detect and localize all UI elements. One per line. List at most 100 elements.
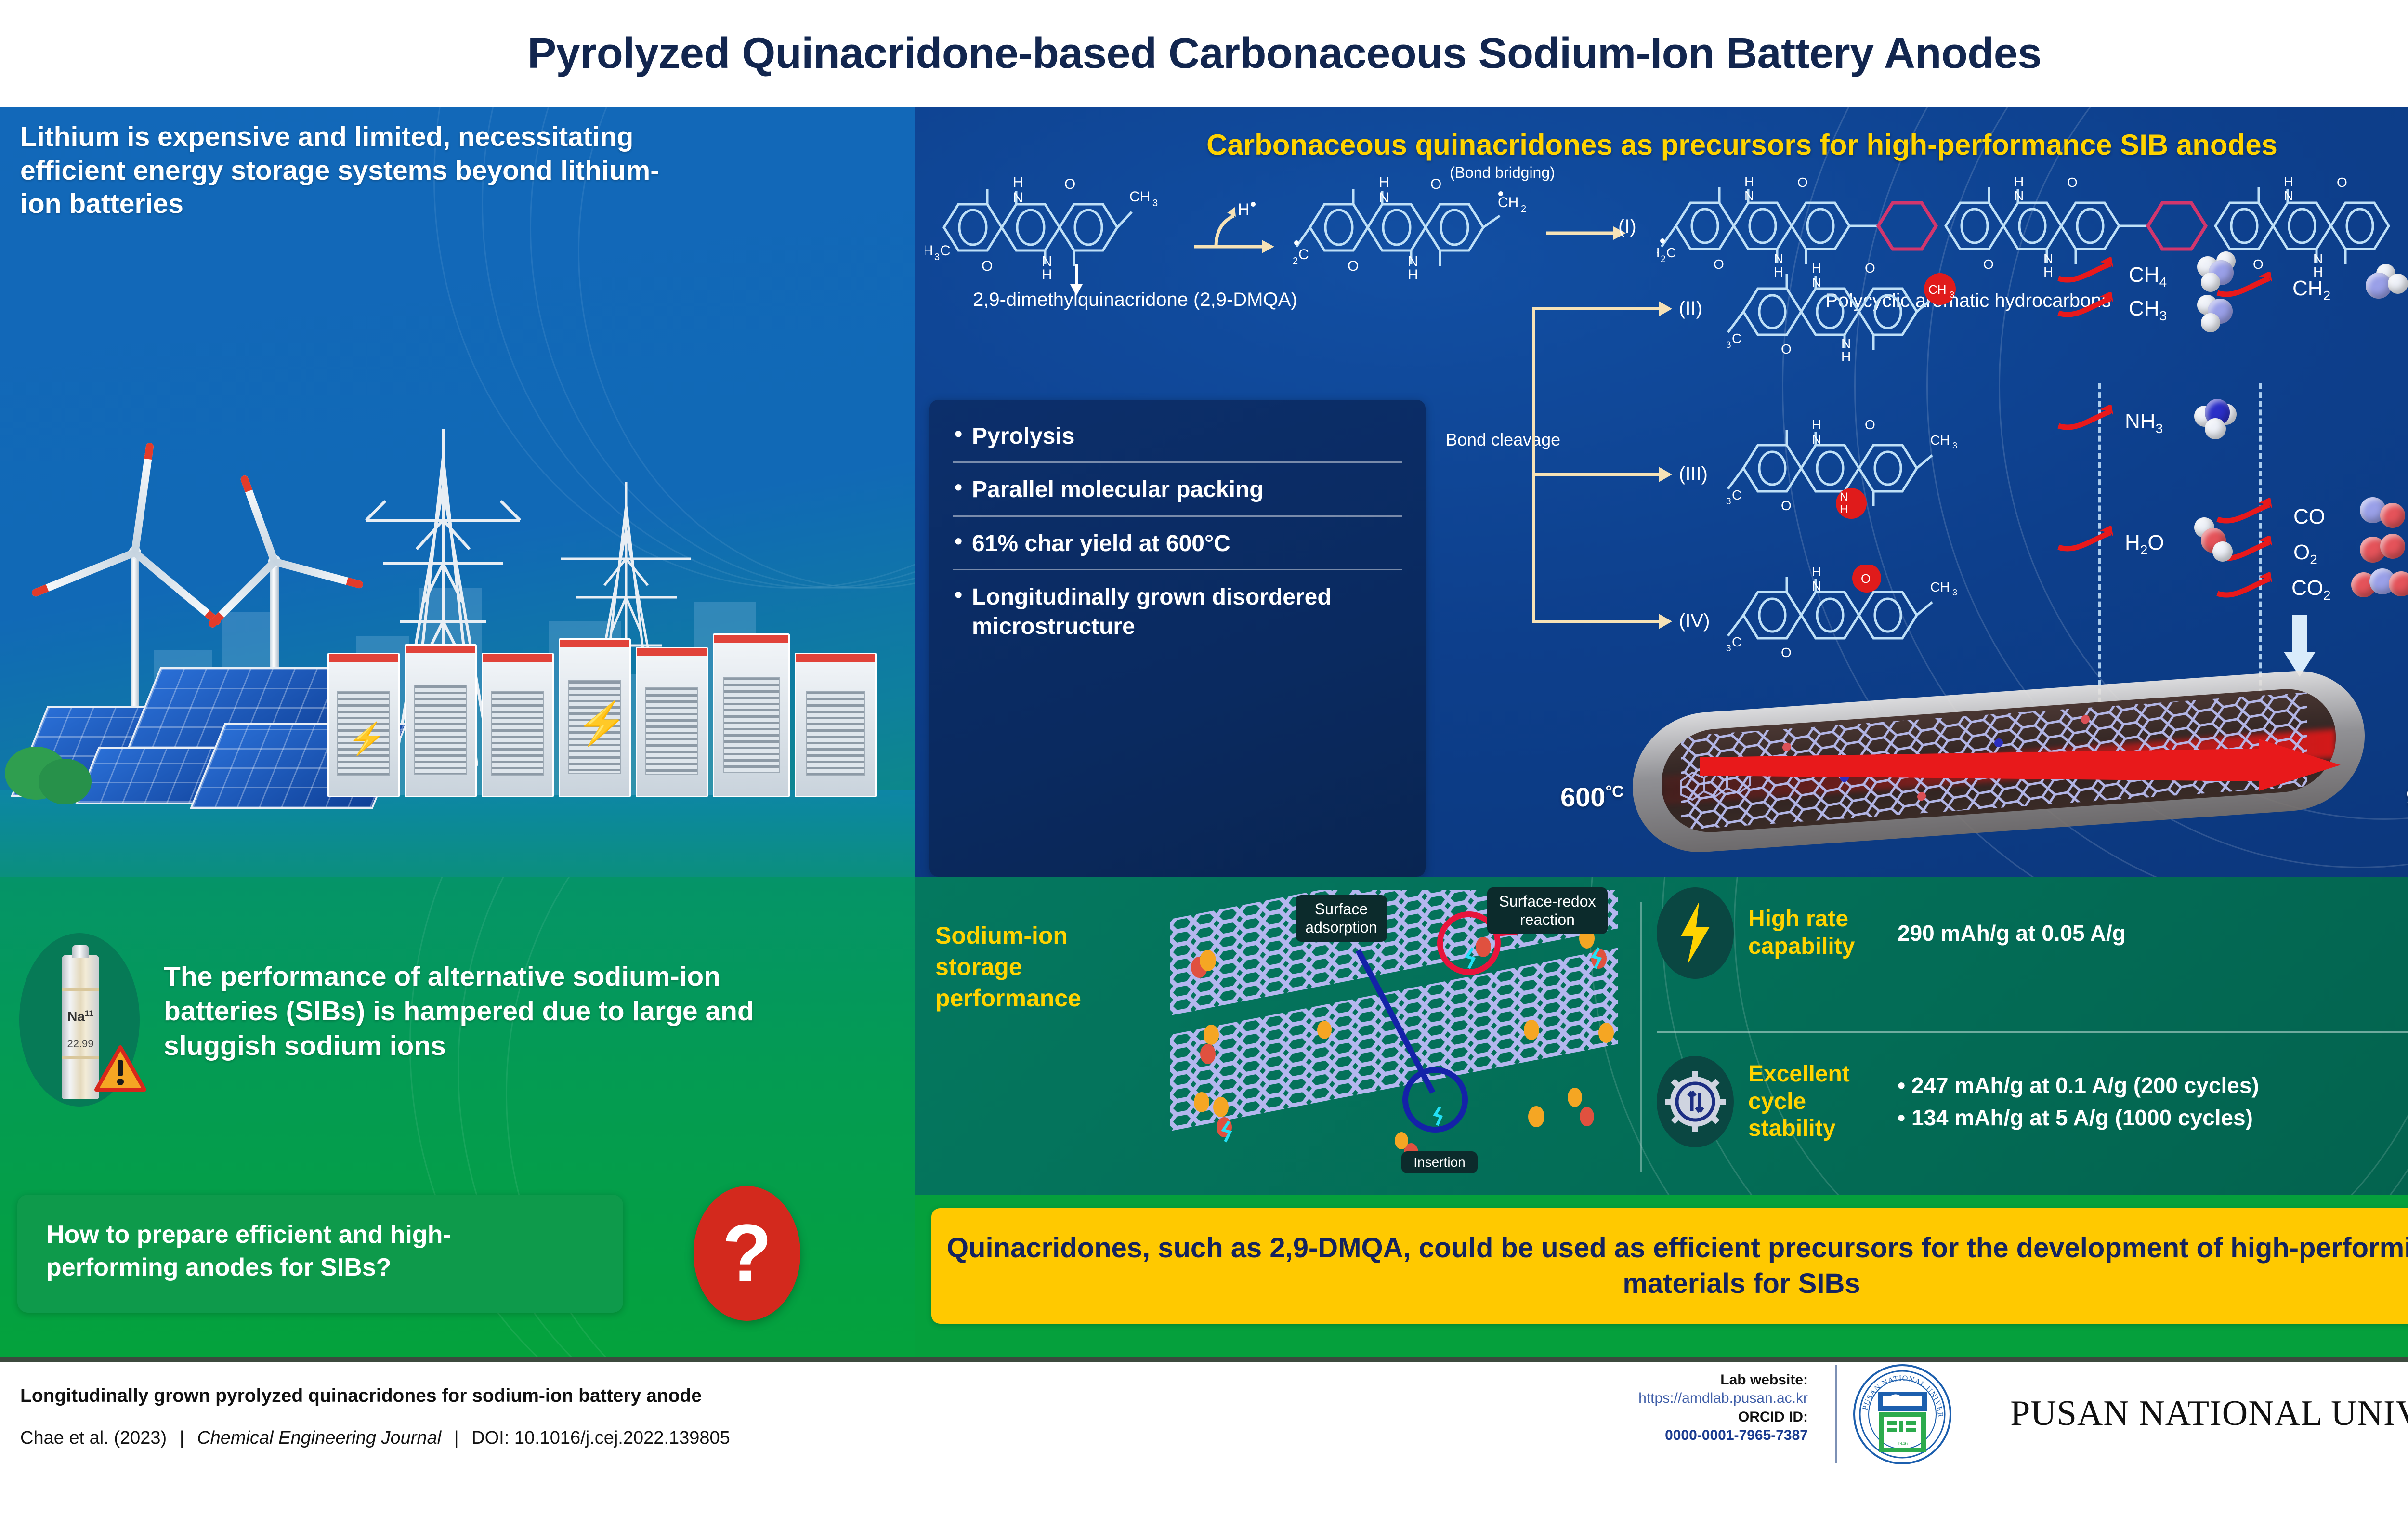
orcid-id-link[interactable]: 0000-0001-7965-7387 <box>1665 1427 1808 1444</box>
bullet-item: Pyrolysis <box>953 420 1402 451</box>
right-column: Carbonaceous quinacridones as precursors… <box>915 107 2408 1357</box>
molecule-model-co <box>2360 497 2408 532</box>
gas-label-co: CO <box>2293 505 2325 528</box>
battery-unit <box>795 653 877 797</box>
crest-year: 1946 <box>1897 1441 1908 1447</box>
svg-text:3: 3 <box>1952 588 1957 597</box>
gas-label-ch4: CH4 <box>2129 263 2167 290</box>
conclusion-banner: Quinacridones, such as 2,9-DMQA, could b… <box>931 1208 2408 1324</box>
lead-statement: Lithium is expensive and limited, necess… <box>20 121 660 220</box>
pah-label: Polycyclic aromatic hydrocarbons <box>1825 290 2111 311</box>
svg-text:N: N <box>1042 253 1052 269</box>
svg-text:3: 3 <box>1726 340 1731 350</box>
molecule-model-o2 <box>2360 534 2408 568</box>
molecule-model-h2o <box>2194 517 2240 563</box>
svg-text:3: 3 <box>1726 497 1731 507</box>
svg-text:O: O <box>2337 175 2347 190</box>
svg-text:3: 3 <box>1726 644 1731 654</box>
molecule-fragment-ii: HN OO NH H3C CH 3 <box>1724 261 1956 362</box>
conclusion-text: Quinacridones, such as 2,9-DMQA, could b… <box>946 1232 2408 1299</box>
lightning-bolt-icon <box>1657 887 1734 979</box>
branch-arrowhead <box>1659 614 1672 629</box>
svg-text:N: N <box>1774 251 1783 266</box>
stage-divider-2 <box>2259 383 2262 721</box>
svg-text:O: O <box>1983 257 1994 272</box>
svg-text:H: H <box>2043 264 2053 279</box>
shrub-decoration <box>39 759 92 804</box>
svg-text:CH: CH <box>1928 282 1947 297</box>
svg-text:CH: CH <box>1129 189 1150 205</box>
svg-text:H: H <box>1408 267 1418 280</box>
gas-label-o2: O2 <box>2293 540 2317 567</box>
bullet-item: Parallel molecular packing <box>953 474 1402 504</box>
lab-website-link[interactable]: https://amdlab.pusan.ac.kr <box>1638 1390 1808 1407</box>
down-arrow-icon <box>1070 264 1083 296</box>
battery-storage-bank: ⚡ ⚡ <box>327 590 881 797</box>
branch-line <box>1532 620 1659 623</box>
branch-line <box>1532 473 1659 476</box>
svg-text:3: 3 <box>1152 198 1158 209</box>
metric-title-cycle: Excellent cycle stability <box>1748 1061 1850 1142</box>
svg-text:N: N <box>2043 251 2053 266</box>
svg-text:O: O <box>1797 175 1808 190</box>
left-top-blue-panel: Lithium is expensive and limited, necess… <box>0 107 915 877</box>
svg-text:H: H <box>1724 487 1725 502</box>
metric-value-rate: 290 mAh/g at 0.05 A/g <box>1898 920 2126 946</box>
svg-text:O: O <box>982 258 993 274</box>
reaction-scheme: H N O O N H CH 3 H 3 C <box>915 164 2408 343</box>
na-symbol: Na11 <box>67 1009 93 1024</box>
svg-text:H: H <box>1724 634 1725 649</box>
bullet-divider <box>953 515 1402 517</box>
molecule-model-co2 <box>2351 568 2408 603</box>
svg-text:2: 2 <box>1293 256 1298 266</box>
pyrolysis-tube-illustration <box>1633 666 2384 857</box>
sodium-battery-icon: Na11 22.99 <box>62 945 99 1099</box>
svg-text:N: N <box>1744 188 1754 203</box>
citation-journal: Chemical Engineering Journal <box>197 1428 442 1448</box>
orcid-label: ORCID ID: <box>1738 1409 1808 1425</box>
svg-text:H: H <box>1812 565 1821 579</box>
battery-unit <box>713 633 790 797</box>
release-arrow-icon <box>2057 405 2113 430</box>
branch-label-iv: (IV) <box>1679 610 1710 632</box>
callout-surface-redox: Surface-redox reaction <box>1487 887 1608 934</box>
bond-cleavage-label: Bond cleavage <box>1446 430 1561 449</box>
reaction-arrow-2 <box>1546 226 1626 240</box>
branch-line <box>1532 307 1659 310</box>
citation-separator: | <box>454 1428 459 1448</box>
callout-surface-adsorption: Surface adsorption <box>1296 895 1387 942</box>
svg-text:C: C <box>1298 247 1309 263</box>
performance-metrics: High rate capability 290 mAh/g at 0.05 A… <box>1657 887 2408 1186</box>
right-mid-teal-panel: Sodium-ion storage performance <box>915 877 2408 1195</box>
metric-title-rate: High rate capability <box>1748 906 1855 959</box>
svg-text:3: 3 <box>934 252 940 263</box>
metric-row-rate: High rate capability 290 mAh/g at 0.05 A… <box>1657 887 2408 979</box>
release-arrow-icon <box>2057 257 2113 283</box>
callout-insertion: Insertion <box>1401 1151 1478 1173</box>
svg-text:O: O <box>1064 176 1075 192</box>
release-arrow-icon <box>2216 272 2272 297</box>
svg-text:C: C <box>1732 487 1741 502</box>
metric-value-cycle: • 247 mAh/g at 0.1 A/g (200 cycles) • 13… <box>1898 1073 2259 1130</box>
reaction-arrow-1: H <box>1194 200 1274 253</box>
graphene-stack-illustration <box>1170 890 1618 1173</box>
page-title-bar: Pyrolyzed Quinacridone-based Carbonaceou… <box>0 0 2408 107</box>
gas-label-co2: CO2 <box>2291 576 2331 603</box>
svg-text:C: C <box>1666 245 1676 260</box>
svg-text:H: H <box>1379 174 1389 190</box>
svg-text:O: O <box>1781 342 1792 356</box>
svg-text:O: O <box>1865 261 1875 276</box>
molecule-model-ch2 <box>2366 264 2408 303</box>
bullet-divider <box>953 569 1402 571</box>
svg-text:N: N <box>1841 336 1851 351</box>
lightning-icon: ⚡ <box>348 721 386 756</box>
stage-divider-1 <box>2098 383 2101 721</box>
molecule-fragment-iii: HN OO H3C CH3 N H <box>1724 418 1957 519</box>
svg-text:C: C <box>1732 331 1741 346</box>
background-arcs-decoration <box>0 877 915 1357</box>
molecule-model-ch4 <box>2197 251 2240 295</box>
paper-citation: Chae et al. (2023) | Chemical Engineerin… <box>20 1428 730 1449</box>
bullet-item: 61% char yield at 600°C <box>953 527 1402 558</box>
citation-authors: Chae et al. (2023) <box>20 1428 167 1448</box>
